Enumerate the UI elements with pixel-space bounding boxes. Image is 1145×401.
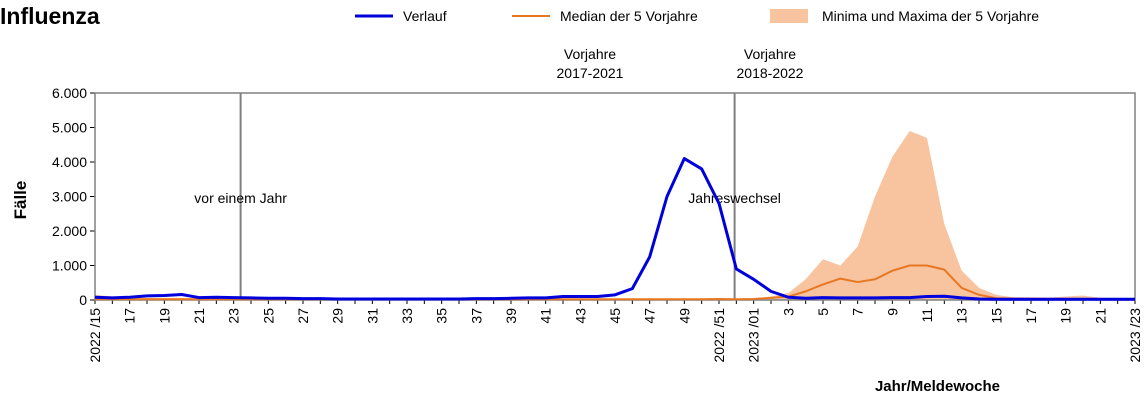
x-tick-label: 49 bbox=[676, 308, 692, 324]
annotation-header: 2017-2021 bbox=[557, 65, 624, 81]
x-tick-label: 2022 /51 bbox=[711, 308, 727, 363]
annotation-text: vor einem Jahr bbox=[194, 190, 287, 206]
chart-title: Influenza bbox=[0, 3, 100, 29]
y-tick-label: 5.000 bbox=[52, 120, 87, 136]
x-tick-label: 9 bbox=[884, 308, 900, 316]
x-tick-label: 41 bbox=[538, 308, 554, 324]
x-tick-label: 39 bbox=[503, 308, 519, 324]
x-tick-label: 45 bbox=[607, 308, 623, 324]
x-tick-label: 17 bbox=[1023, 308, 1039, 324]
legend-label: Minima und Maxima der 5 Vorjahre bbox=[822, 8, 1039, 24]
x-tick-label: 27 bbox=[295, 308, 311, 324]
x-tick-label: 35 bbox=[434, 308, 450, 324]
x-tick-label: 13 bbox=[954, 308, 970, 324]
annotation-text: Jahreswechsel bbox=[688, 190, 781, 206]
y-tick-label: 1.000 bbox=[52, 258, 87, 274]
x-tick-label: 23 bbox=[226, 308, 242, 324]
x-tick-label: 33 bbox=[399, 308, 415, 324]
series-line bbox=[94, 157, 1135, 301]
x-tick-label: 17 bbox=[122, 308, 138, 324]
y-tick-label: 0 bbox=[79, 292, 87, 308]
y-tick-label: 2.000 bbox=[52, 223, 87, 239]
x-tick-label: 2022 /15 bbox=[87, 308, 103, 363]
x-tick-label: 19 bbox=[1058, 308, 1074, 324]
x-axis-title: Jahr/Meldewoche bbox=[875, 378, 1000, 395]
x-tick-label: 29 bbox=[330, 308, 346, 324]
x-tick-label: 2023 /01 bbox=[746, 308, 762, 363]
band-area bbox=[95, 130, 1135, 300]
annotation-header: 2018-2022 bbox=[737, 65, 804, 81]
x-tick-label: 43 bbox=[572, 308, 588, 324]
x-tick-label: 21 bbox=[191, 308, 207, 324]
annotation-header: Vorjahre bbox=[564, 46, 616, 62]
x-tick-label: 31 bbox=[364, 308, 380, 324]
y-tick-label: 3.000 bbox=[52, 189, 87, 205]
x-tick-label: 11 bbox=[919, 308, 935, 323]
x-tick-label: 25 bbox=[260, 308, 276, 324]
x-tick-label: 15 bbox=[988, 308, 1004, 324]
x-tick-label: 37 bbox=[468, 308, 484, 324]
y-tick-label: 4.000 bbox=[52, 154, 87, 170]
x-tick-label: 5 bbox=[815, 308, 831, 316]
x-tick-label: 21 bbox=[1092, 308, 1108, 324]
y-axis-title: Fälle bbox=[11, 181, 30, 220]
x-tick-label: 2023 /23 bbox=[1127, 308, 1143, 363]
x-tick-label: 7 bbox=[850, 308, 866, 316]
legend-swatch bbox=[770, 9, 808, 23]
legend-label: Median der 5 Vorjahre bbox=[560, 8, 698, 24]
legend-label: Verlauf bbox=[403, 8, 447, 24]
x-tick-label: 47 bbox=[642, 308, 658, 324]
x-tick-label: 3 bbox=[780, 308, 796, 316]
y-tick-label: 6.000 bbox=[52, 85, 87, 101]
x-tick-label: 19 bbox=[156, 308, 172, 324]
annotation-header: Vorjahre bbox=[744, 46, 796, 62]
